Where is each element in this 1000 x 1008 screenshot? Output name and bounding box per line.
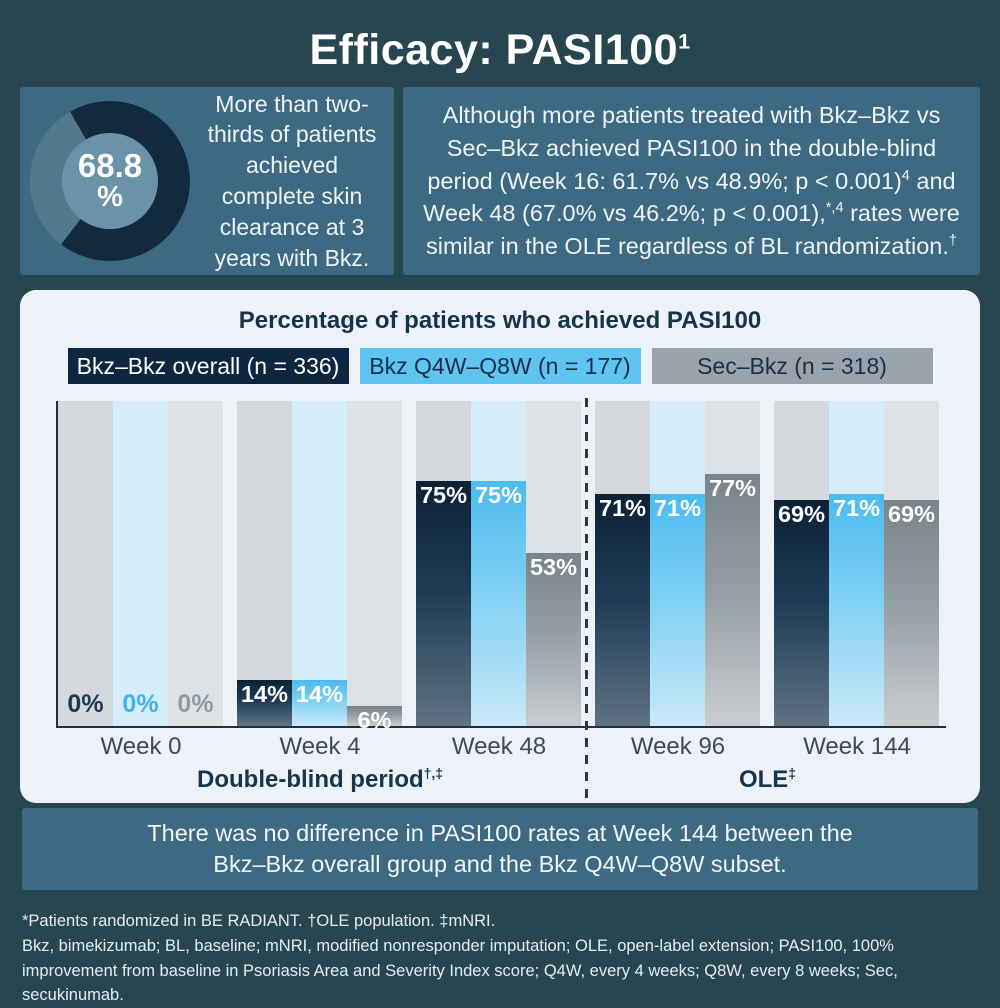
bar-value-label: 14% bbox=[240, 681, 289, 708]
x-tick-label: Week 144 bbox=[803, 733, 911, 760]
bar-value-label: 0% bbox=[67, 690, 104, 718]
bar-value-label: 71% bbox=[653, 494, 702, 521]
bar: 71% bbox=[595, 493, 650, 726]
bar-value-label: 0% bbox=[122, 690, 159, 718]
summary-band: There was no difference in PASI100 rates… bbox=[22, 808, 978, 890]
bar-value-label: 14% bbox=[295, 681, 344, 708]
info-text-segment: rates were similar in the OLE regardless… bbox=[425, 200, 960, 260]
page-title-superscript: 1 bbox=[678, 29, 691, 54]
donut-chart: 68.8 % bbox=[30, 101, 190, 261]
bar-value-label: 77% bbox=[708, 475, 757, 502]
stat-text: More than two-thirds of patients achieve… bbox=[207, 90, 377, 271]
period-divider-line bbox=[585, 398, 588, 798]
chart-legend: Bkz–Bkz overall (n = 336) Bkz Q4W–Q8W (n … bbox=[20, 348, 980, 384]
chart-panel: Percentage of patients who achieved PASI… bbox=[20, 290, 980, 803]
period-label-text: OLE bbox=[738, 766, 789, 793]
summary-text: There was no difference in PASI100 rates… bbox=[147, 819, 853, 877]
x-tick-label: Week 4 bbox=[279, 733, 361, 760]
highlight-boxes: 68.8 % More than two-thirds of patients … bbox=[20, 87, 980, 275]
bar: 69% bbox=[884, 500, 939, 726]
period-label: Double-blind period†,‡ bbox=[59, 765, 582, 794]
bar: 75% bbox=[416, 480, 471, 726]
info-text-superscript: † bbox=[948, 233, 957, 250]
bar-track: 0% bbox=[113, 401, 168, 726]
period-label-superscript: †,‡ bbox=[423, 765, 443, 781]
page-title: Efficacy: PASI1001 bbox=[0, 0, 1000, 75]
footnote-line-1: *Patients randomized in BE RADIANT. †OLE… bbox=[22, 912, 496, 930]
bar-value-label: 69% bbox=[777, 501, 826, 528]
bar: 6% bbox=[347, 706, 402, 732]
info-text-segment: and Week 48 (67.0% vs 46.2%; p < 0.001), bbox=[423, 167, 956, 227]
plot-wrapper: 0% 0% 0% 14% 14% 6% 75% 75% 53% 71% 71% 77% 69% 71% 69… bbox=[56, 398, 947, 798]
x-tick-label: Week 48 bbox=[451, 733, 547, 760]
bar-track: 71% bbox=[829, 401, 884, 726]
stat-box: 68.8 % More than two-thirds of patients … bbox=[20, 87, 394, 275]
bar-group: 69% 71% 69% bbox=[774, 401, 939, 726]
legend-chip: Sec–Bkz (n = 318) bbox=[651, 348, 933, 384]
bar-track: 0% bbox=[168, 401, 223, 726]
period-label-text: Double-blind period bbox=[197, 766, 424, 793]
bar-track: 53% bbox=[526, 401, 581, 726]
plot-area: 0% 0% 0% 14% 14% 6% 75% 75% 53% 71% 71% 77% 69% 71% 69… bbox=[56, 401, 946, 732]
donut-center: 68.8 % bbox=[62, 133, 158, 229]
x-tick-label: Week 0 bbox=[100, 733, 182, 760]
footnotes: *Patients randomized in BE RADIANT. †OLE… bbox=[22, 909, 978, 1008]
bar: 75% bbox=[471, 480, 526, 726]
bar-track: 14% bbox=[292, 401, 347, 726]
bar: 53% bbox=[526, 552, 581, 726]
donut-unit: % bbox=[97, 181, 123, 214]
bar-track: 75% bbox=[471, 401, 526, 726]
bar-group: 75% 75% 53% bbox=[416, 401, 581, 726]
bar-value-label: 0% bbox=[177, 690, 214, 718]
period-labels: Double-blind period†,‡ OLE‡ bbox=[59, 765, 947, 794]
bar: 77% bbox=[705, 474, 760, 726]
bar-value-label: 75% bbox=[419, 481, 468, 508]
bar-value-label: 71% bbox=[832, 494, 881, 521]
period-label: OLE‡ bbox=[596, 765, 940, 794]
page-title-text: Efficacy: PASI100 bbox=[309, 26, 679, 74]
info-text-superscript: *,4 bbox=[825, 200, 844, 217]
bar-group: 14% 14% 6% bbox=[237, 401, 402, 732]
bar: 71% bbox=[650, 493, 705, 726]
bar-track: 0% bbox=[58, 401, 113, 726]
chart-title: Percentage of patients who achieved PASI… bbox=[238, 307, 762, 334]
bar-value-label: 71% bbox=[598, 494, 647, 521]
bar-track: 69% bbox=[774, 401, 829, 726]
bar: 69% bbox=[774, 500, 829, 726]
bar-group: 0% 0% 0% bbox=[58, 401, 223, 726]
bar-group: 71% 71% 77% bbox=[595, 401, 760, 726]
bar-value-label: 69% bbox=[887, 501, 936, 528]
bar-track: 71% bbox=[595, 401, 650, 726]
bar-track: 75% bbox=[416, 401, 471, 726]
bar: 14% bbox=[237, 680, 292, 726]
bar: 71% bbox=[829, 493, 884, 726]
bar-track: 77% bbox=[705, 401, 760, 726]
info-text-segment: Although more patients treated with Bkz–… bbox=[427, 101, 941, 194]
bar-value-label: 6% bbox=[357, 707, 392, 734]
footnote-line-2: Bkz, bimekizumab; BL, baseline; mNRI, mo… bbox=[22, 936, 898, 1005]
bar-value-label: 75% bbox=[474, 481, 523, 508]
bar-track: 14% bbox=[237, 401, 292, 726]
legend-chip: Bkz Q4W–Q8W (n = 177) bbox=[359, 348, 641, 384]
bar-track: 6% bbox=[347, 401, 402, 732]
donut-value: 68.8 bbox=[77, 147, 143, 185]
bar-track: 69% bbox=[884, 401, 939, 726]
bar-track: 71% bbox=[650, 401, 705, 726]
bar: 14% bbox=[292, 680, 347, 726]
period-label-superscript: ‡ bbox=[788, 765, 797, 781]
info-text-superscript: 4 bbox=[901, 167, 910, 184]
info-text: Although more patients treated with Bkz–… bbox=[421, 99, 962, 263]
bar-value-label: 53% bbox=[529, 553, 578, 580]
x-axis-labels: Week 0 Week 4 Week 48 Week 96 Week 144 bbox=[59, 733, 947, 761]
info-box: Although more patients treated with Bkz–… bbox=[403, 87, 980, 275]
x-tick-label: Week 96 bbox=[630, 733, 726, 760]
legend-chip: Bkz–Bkz overall (n = 336) bbox=[67, 348, 349, 384]
